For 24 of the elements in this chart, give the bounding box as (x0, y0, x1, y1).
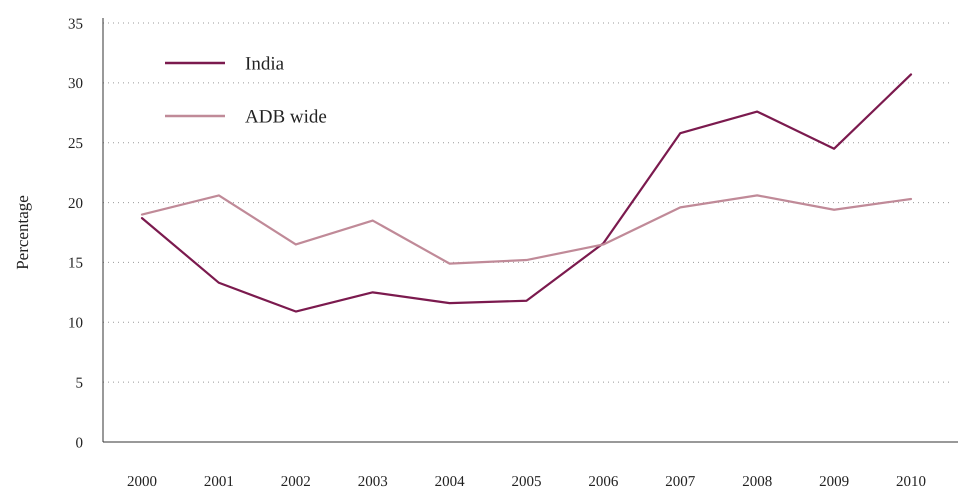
line-series (140, 73, 912, 313)
y-tick-label: 30 (68, 76, 83, 92)
x-tick-label: 2003 (358, 474, 388, 490)
x-tick-label: 2004 (434, 474, 466, 490)
x-tick-label: 2005 (512, 474, 542, 490)
y-tick-label: 5 (76, 375, 83, 392)
y-tick-label: 0 (76, 435, 83, 452)
y-tick-label: 10 (68, 316, 83, 332)
x-tick-label: 2010 (896, 474, 926, 490)
legend-label: India (245, 54, 285, 75)
y-tick-label: 25 (68, 136, 83, 152)
y-tick-label: 20 (68, 196, 83, 212)
x-tick-label: 2009 (819, 474, 850, 490)
x-tick-label: 2000 (127, 474, 157, 490)
y-tick-label: 15 (68, 256, 83, 272)
y-axis-title: Percentage (13, 195, 32, 270)
x-tick-label: 2007 (665, 474, 696, 490)
line-series (140, 194, 912, 265)
y-tick-label: 35 (68, 16, 83, 32)
x-tick-label: 2006 (588, 474, 619, 490)
x-tick-label: 2002 (280, 474, 311, 490)
x-tick-label: 2001 (204, 474, 234, 490)
x-tick-label: 2008 (742, 474, 772, 490)
legend-label: ADB wide (245, 106, 327, 128)
